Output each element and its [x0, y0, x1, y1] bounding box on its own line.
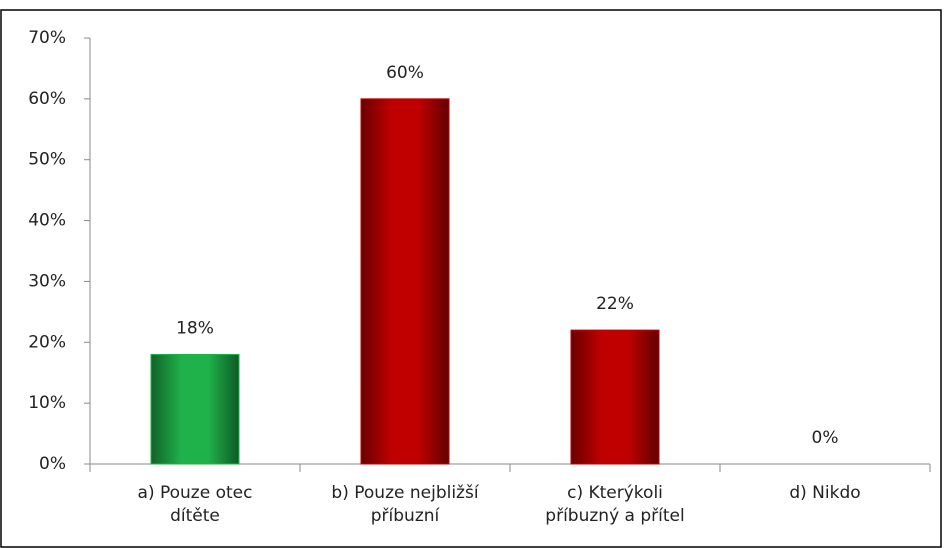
y-tick-label: 60% [28, 89, 66, 109]
x-tick-label: d) Nikdo [789, 483, 861, 503]
value-label: 18% [176, 318, 214, 338]
y-tick-label: 40% [28, 211, 66, 231]
y-tick-label: 20% [28, 332, 66, 352]
bar [360, 98, 450, 465]
y-tick-label: 30% [28, 271, 66, 291]
y-tick-label: 70% [28, 28, 66, 48]
y-tick-label: 0% [39, 454, 66, 474]
bar [570, 329, 660, 465]
y-tick-label: 10% [28, 393, 66, 413]
x-tick-label: a) Pouze otec dítěte [137, 483, 253, 526]
frame [0, 9, 942, 548]
value-label: 22% [596, 294, 634, 314]
y-tick-label: 50% [28, 150, 66, 170]
value-label: 60% [386, 63, 424, 83]
x-tick-label: b) Pouze nejbližší příbuzní [331, 483, 479, 526]
value-label: 0% [812, 428, 839, 448]
bar [150, 353, 240, 465]
x-tick-label: c) Kterýkoli příbuzný a přítel [545, 483, 685, 526]
